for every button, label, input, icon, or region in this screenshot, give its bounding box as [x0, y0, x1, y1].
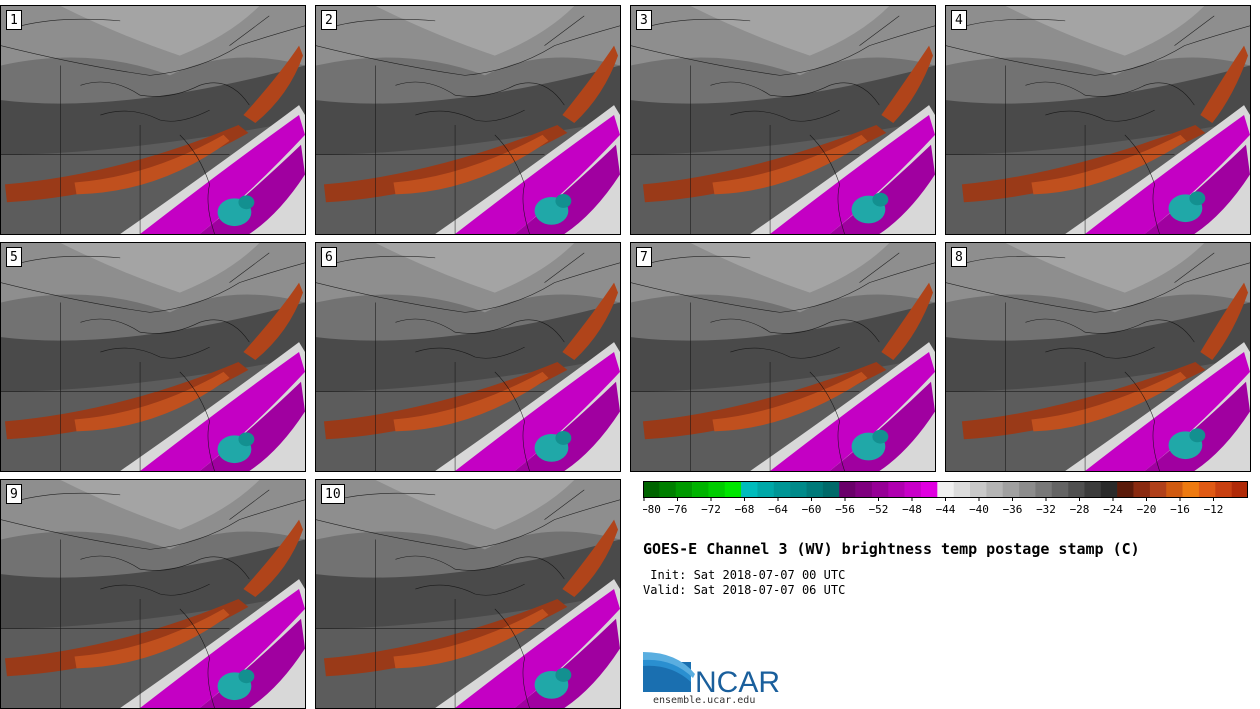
colorbar-segment	[871, 481, 889, 497]
colorbar-segment	[643, 481, 660, 497]
water-vapor-map	[1, 243, 305, 471]
postage-stamp-panel: 9	[0, 479, 306, 709]
colorbar-segment	[1035, 481, 1053, 497]
colorbar-segment	[970, 481, 987, 497]
water-vapor-map	[316, 480, 620, 708]
postage-stamp-panel: 3	[630, 5, 936, 235]
postage-stamp-panel: 1	[0, 5, 306, 235]
colorbar-segment	[1166, 481, 1183, 497]
water-vapor-map	[631, 243, 935, 471]
page-title: GOES-E Channel 3 (WV) brightness temp po…	[643, 540, 1140, 558]
colorbar-segment	[888, 481, 905, 497]
postage-stamp-panel: 5	[0, 242, 306, 472]
colorbar-tick-label: −76	[668, 503, 688, 516]
colorbar-segment	[741, 481, 758, 497]
ncar-logo-text: NCAR	[695, 666, 780, 699]
colorbar-tick-label: −36	[1003, 503, 1023, 516]
colorbar: −80 −76 −72 −68 −64 −60 −56 −52 −48 −44 −40 −36 −32 −…	[643, 481, 1248, 516]
colorbar-segment	[1100, 481, 1118, 497]
colorbar-segment	[904, 481, 922, 497]
postage-stamp-panel: 7	[630, 242, 936, 472]
colorbar-segment	[855, 481, 873, 497]
postage-stamp-panel: 2	[315, 5, 621, 235]
colorbar-segment	[692, 481, 709, 497]
colorbar-segment	[790, 481, 807, 497]
colorbar-segment	[1051, 481, 1069, 497]
ncar-logo-swoosh-light	[643, 652, 695, 678]
colorbar-segment	[1198, 481, 1216, 497]
colorbar-segment	[937, 481, 954, 497]
colorbar-segment	[1084, 481, 1102, 497]
panel-number-label: 8	[951, 247, 967, 267]
water-vapor-map	[631, 6, 935, 234]
colorbar-segment	[757, 481, 775, 497]
panel-number-label: 6	[321, 247, 337, 267]
colorbar-tick-label: −60	[802, 503, 822, 516]
water-vapor-map	[946, 243, 1250, 471]
postage-stamp-panel: 10	[315, 479, 621, 709]
colorbar-segment	[1215, 481, 1232, 497]
water-vapor-map	[1, 480, 305, 708]
colorbar-tick-label: −68	[735, 503, 755, 516]
colorbar-segment	[986, 481, 1004, 497]
water-vapor-map	[316, 243, 620, 471]
panel-number-label: 4	[951, 10, 967, 30]
water-vapor-map	[1, 6, 305, 234]
panel-number-label: 5	[6, 247, 22, 267]
water-vapor-map	[316, 6, 620, 234]
colorbar-segment	[708, 481, 726, 497]
colorbar-tick-label: −52	[869, 503, 889, 516]
colorbar-tick-label: −56	[835, 503, 855, 516]
water-vapor-map	[946, 6, 1250, 234]
colorbar-tick-label: −72	[701, 503, 721, 516]
panel-number-label: 10	[321, 484, 345, 504]
panel-number-label: 7	[636, 247, 652, 267]
colorbar-segment	[822, 481, 840, 497]
colorbar-segment	[675, 481, 693, 497]
colorbar-segment	[1068, 481, 1085, 497]
panel-number-label: 2	[321, 10, 337, 30]
postage-stamp-panel: 4	[945, 5, 1251, 235]
colorbar-tick-label: −48	[902, 503, 922, 516]
panel-number-label: 9	[6, 484, 22, 504]
colorbar-tick-label: −64	[768, 503, 788, 516]
colorbar-tick-label: −12	[1204, 503, 1224, 516]
colorbar-tick-label: −40	[969, 503, 989, 516]
panel-number-label: 1	[6, 10, 22, 30]
colorbar-tick-label: −16	[1170, 503, 1190, 516]
valid-time: Valid: Sat 2018-07-07 06 UTC	[643, 583, 846, 597]
colorbar-segment	[1149, 481, 1167, 497]
colorbar-segment	[773, 481, 791, 497]
colorbar-segment	[920, 481, 938, 497]
colorbar-segment	[1231, 481, 1248, 497]
colorbar-segment	[1117, 481, 1134, 497]
colorbar-tick-label: −44	[936, 503, 956, 516]
colorbar-tick-label: −24	[1103, 503, 1123, 516]
colorbar-tick-label: −28	[1070, 503, 1090, 516]
colorbar-tick-label: −32	[1036, 503, 1056, 516]
panel-number-label: 3	[636, 10, 652, 30]
colorbar-segment	[724, 481, 742, 497]
colorbar-tick-label: −20	[1137, 503, 1157, 516]
postage-stamp-panel: 8	[945, 242, 1251, 472]
colorbar-segment	[806, 481, 824, 497]
colorbar-segment	[1133, 481, 1151, 497]
ncar-logo: NCAR	[643, 652, 780, 699]
postage-stamp-panel: 6	[315, 242, 621, 472]
ncar-logo-swoosh	[643, 657, 691, 682]
site-url: ensemble.ucar.edu	[653, 695, 756, 706]
colorbar-segment	[953, 481, 971, 497]
colorbar-segment	[839, 481, 856, 497]
colorbar-segment	[1182, 481, 1200, 497]
colorbar-segment	[1019, 481, 1036, 497]
colorbar-segment	[1002, 481, 1020, 497]
init-time: Init: Sat 2018-07-07 00 UTC	[643, 568, 846, 582]
colorbar-tick-label: −80	[643, 503, 661, 516]
colorbar-segment	[659, 481, 677, 497]
